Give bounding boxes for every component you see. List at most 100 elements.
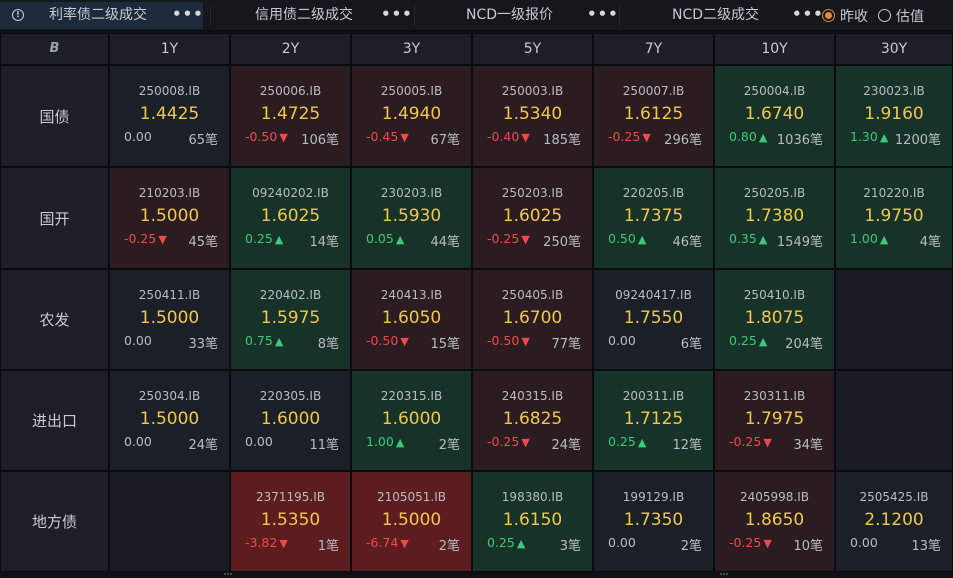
more-options-icon[interactable]: ••• — [172, 5, 204, 23]
change-text: 0.35 — [729, 231, 757, 246]
quote-cell[interactable]: 250008.IB 1.4425 0.00 65笔 — [109, 65, 230, 167]
quote-cell[interactable]: 230311.IB 1.7975 -0.25 ▼ 34笔 — [714, 370, 835, 471]
yield-value: 1.5350 — [260, 510, 321, 530]
change-value: 0.00 — [124, 434, 152, 449]
trade-count: 33笔 — [188, 337, 218, 352]
empty-cell — [109, 471, 230, 572]
quote-cell[interactable]: 250203.IB 1.6025 -0.25 ▼ 250笔 — [472, 167, 593, 269]
bond-code: 250008.IB — [138, 84, 201, 98]
quote-cell[interactable]: 250007.IB 1.6125 -0.25 ▼ 296笔 — [593, 65, 714, 167]
quote-cell[interactable]: 2105051.IB 1.5000 -6.74 ▼ 2笔 — [351, 471, 472, 572]
quote-cell[interactable]: 250410.IB 1.8075 0.25 ▲ 204笔 — [714, 269, 835, 370]
tab-label: 信用债二级成交 — [255, 7, 353, 23]
bond-code: 220305.IB — [259, 389, 322, 403]
tab-credit-bond-trades[interactable]: 信用债二级成交 ••• — [211, 2, 413, 29]
more-options-icon[interactable]: ••• — [792, 5, 824, 23]
quote-cell[interactable]: 220205.IB 1.7375 0.50 ▲ 46笔 — [593, 167, 714, 269]
radio-prev-close[interactable]: 昨收 — [822, 6, 868, 26]
bond-code: 250205.IB — [743, 186, 806, 200]
down-arrow-icon: ▼ — [400, 537, 409, 550]
bond-code: 210220.IB — [863, 186, 925, 200]
bond-code: 250203.IB — [501, 186, 564, 200]
change-value: 1.30 ▲ — [850, 129, 888, 144]
more-options-icon[interactable]: ••• — [381, 5, 413, 23]
quote-cell[interactable]: 2505425.IB 2.1200 0.00 13笔 — [835, 471, 953, 572]
bond-code: 250004.IB — [743, 84, 806, 98]
bond-code: 220315.IB — [380, 389, 443, 403]
trade-count: 10笔 — [793, 539, 823, 554]
quote-cell[interactable]: 198380.IB 1.6150 0.25 ▲ 3笔 — [472, 471, 593, 572]
more-options-icon[interactable]: ••• — [587, 5, 619, 23]
quote-cell[interactable]: 250411.IB 1.5000 0.00 33笔 — [109, 269, 230, 370]
change-text: 0.00 — [608, 333, 636, 348]
quote-cell[interactable]: 09240202.IB 1.6025 0.25 ▲ 14笔 — [230, 167, 351, 269]
yield-value: 1.4940 — [381, 104, 442, 124]
tab-ncd-secondary-trades[interactable]: NCD二级成交 ••• — [620, 2, 823, 29]
quote-cell[interactable]: 230023.IB 1.9160 1.30 ▲ 1200笔 — [835, 65, 953, 167]
yield-value: 1.6025 — [502, 206, 563, 226]
column-header-30y[interactable]: 30Y — [835, 33, 953, 65]
change-value: -0.25 ▼ — [608, 129, 651, 144]
change-value: -0.25 ▼ — [729, 434, 772, 449]
quote-cell[interactable]: 210203.IB 1.5000 -0.25 ▼ 45笔 — [109, 167, 230, 269]
column-header-3y[interactable]: 3Y — [351, 33, 472, 65]
trade-count: 2笔 — [438, 539, 460, 554]
change-text: 0.05 — [366, 231, 394, 246]
grid-corner-logo-icon: B — [0, 33, 109, 65]
quote-cell[interactable]: 230203.IB 1.5930 0.05 ▲ 44笔 — [351, 167, 472, 269]
quote-cell[interactable]: 250005.IB 1.4940 -0.45 ▼ 67笔 — [351, 65, 472, 167]
up-arrow-icon: ▲ — [637, 436, 647, 449]
down-arrow-icon: ▼ — [763, 537, 772, 550]
info-icon[interactable]: ! — [12, 9, 24, 21]
tab-ncd-primary-quotes[interactable]: NCD一级报价 ••• — [415, 2, 618, 29]
quote-cell[interactable]: 250205.IB 1.7380 0.35 ▲ 1549笔 — [714, 167, 835, 269]
radio-valuation[interactable]: 估值 — [878, 6, 924, 26]
quote-cell[interactable]: 09240417.IB 1.7550 0.00 6笔 — [593, 269, 714, 370]
quote-cell[interactable]: 240413.IB 1.6050 -0.50 ▼ 15笔 — [351, 269, 472, 370]
quote-cell[interactable]: 250004.IB 1.6740 0.80 ▲ 1036笔 — [714, 65, 835, 167]
change-value: 0.25 ▲ — [729, 333, 767, 348]
change-value: 0.25 ▲ — [245, 231, 283, 246]
quote-cell[interactable]: 210220.IB 1.9750 1.00 ▲ 4笔 — [835, 167, 953, 269]
tab-divider — [210, 6, 211, 25]
bond-code: 250410.IB — [743, 288, 806, 302]
quote-cell[interactable]: 220315.IB 1.6000 1.00 ▲ 2笔 — [351, 370, 472, 471]
change-text: 0.25 — [729, 333, 757, 348]
change-text: 0.80 — [729, 129, 757, 144]
column-header-7y[interactable]: 7Y — [593, 33, 714, 65]
yield-value: 1.8650 — [744, 510, 805, 530]
down-arrow-icon: ▼ — [521, 335, 530, 348]
bond-code: 250304.IB — [138, 389, 201, 403]
resize-handle[interactable] — [720, 573, 728, 577]
column-header-2y[interactable]: 2Y — [230, 33, 351, 65]
change-text: -0.25 — [487, 231, 520, 246]
quote-cell[interactable]: 250003.IB 1.5340 -0.40 ▼ 185笔 — [472, 65, 593, 167]
column-header-5y[interactable]: 5Y — [472, 33, 593, 65]
change-text: 1.00 — [850, 231, 878, 246]
change-text: 0.00 — [245, 434, 273, 449]
quote-cell[interactable]: 240315.IB 1.6825 -0.25 ▼ 24笔 — [472, 370, 593, 471]
down-arrow-icon: ▼ — [158, 233, 167, 246]
quote-cell[interactable]: 220402.IB 1.5975 0.75 ▲ 8笔 — [230, 269, 351, 370]
quote-cell[interactable]: 220305.IB 1.6000 0.00 11笔 — [230, 370, 351, 471]
tab-rate-bond-trades[interactable]: ! 利率债二级成交 ••• — [0, 2, 203, 29]
change-text: -0.25 — [729, 434, 762, 449]
column-header-10y[interactable]: 10Y — [714, 33, 835, 65]
trade-count: 12笔 — [672, 438, 702, 453]
quote-cell[interactable]: 250304.IB 1.5000 0.00 24笔 — [109, 370, 230, 471]
quote-cell[interactable]: 2405998.IB 1.8650 -0.25 ▼ 10笔 — [714, 471, 835, 572]
quote-cell[interactable]: 200311.IB 1.7125 0.25 ▲ 12笔 — [593, 370, 714, 471]
tab-bar: ! 利率债二级成交 ••• 信用债二级成交 ••• NCD一级报价 ••• NC… — [0, 0, 953, 31]
quote-cell[interactable]: 250405.IB 1.6700 -0.50 ▼ 77笔 — [472, 269, 593, 370]
up-arrow-icon: ▲ — [395, 436, 405, 449]
quote-cell[interactable]: 250006.IB 1.4725 -0.50 ▼ 106笔 — [230, 65, 351, 167]
column-header-1y[interactable]: 1Y — [109, 33, 230, 65]
up-arrow-icon: ▲ — [395, 233, 405, 246]
quote-cell[interactable]: 2371195.IB 1.5350 -3.82 ▼ 1笔 — [230, 471, 351, 572]
resize-handle[interactable] — [224, 573, 232, 577]
radio-label: 估值 — [896, 8, 924, 25]
bond-code: 250006.IB — [259, 84, 322, 98]
quote-cell[interactable]: 199129.IB 1.7350 0.00 2笔 — [593, 471, 714, 572]
change-text: -0.50 — [366, 333, 399, 348]
trade-count: 24笔 — [188, 438, 218, 453]
